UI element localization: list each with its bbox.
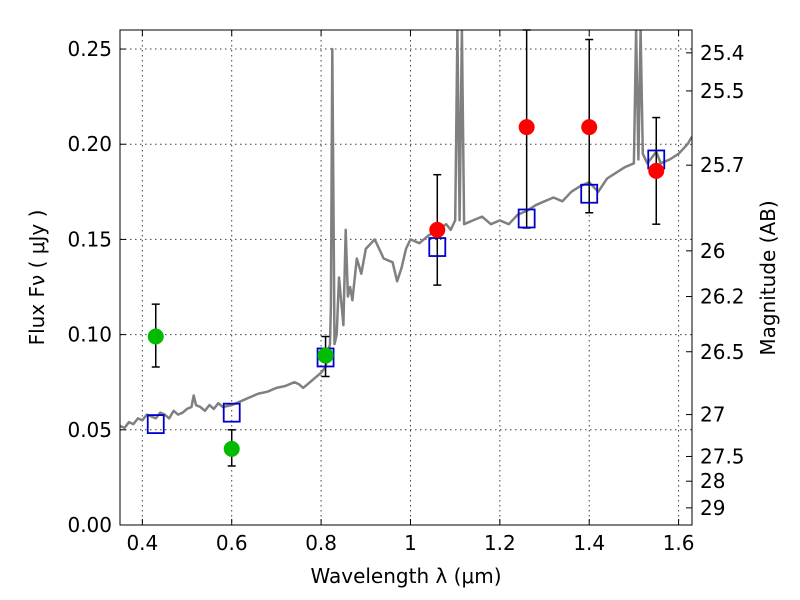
- y-tick-label: 0.20: [67, 132, 112, 156]
- x-tick-label: 1.4: [573, 531, 605, 555]
- right-tick-label: 26: [700, 239, 725, 263]
- grid-lines: [120, 30, 692, 525]
- data-point: [147, 328, 164, 345]
- right-tick-label: 25.4: [700, 41, 745, 65]
- spectrum-path: [120, 30, 692, 430]
- x-tick-label: 0.8: [305, 531, 337, 555]
- model-square: [428, 237, 447, 257]
- right-tick-label: 27.5: [700, 444, 745, 468]
- x-tick-label: 0.6: [216, 531, 248, 555]
- right-tick-label: 25.5: [700, 79, 745, 103]
- x-tick-label: 1.2: [484, 531, 516, 555]
- y-tick-label: 0.10: [67, 323, 112, 347]
- x-tick-label: 1.6: [663, 531, 695, 555]
- right-tick-label: 26.2: [700, 285, 745, 309]
- spectrum-line: [120, 30, 692, 430]
- data-point: [317, 347, 334, 364]
- model-square: [222, 402, 241, 423]
- data-point: [518, 119, 535, 136]
- right-tick-label: 26.5: [700, 340, 745, 364]
- axis-ticks: 0.4 0.6 0.8 1 1.2 1.4 1.6 0.00 0.05 0.10 0.15 0.20 0…: [67, 30, 745, 555]
- y-tick-label: 0.00: [67, 513, 112, 537]
- right-tick-label: 27: [700, 403, 725, 427]
- y-tick-label: 0.05: [67, 418, 112, 442]
- observed-points: [147, 119, 665, 457]
- right-axis-label: Magnitude (AB): [756, 200, 780, 355]
- data-point: [581, 119, 598, 136]
- right-tick-label: 28: [700, 469, 725, 493]
- plot-frame: [119, 29, 693, 526]
- model-square: [580, 183, 599, 204]
- y-tick-label: 0.25: [67, 37, 112, 61]
- data-point: [429, 221, 446, 238]
- x-axis-label: Wavelength λ (μm): [310, 564, 501, 588]
- model-square: [146, 414, 165, 434]
- x-tick-label: 1: [404, 531, 417, 555]
- right-tick-label: 29: [700, 496, 725, 520]
- data-point: [223, 440, 240, 457]
- y-tick-label: 0.15: [67, 227, 112, 251]
- right-tick-label: 25.7: [700, 153, 745, 177]
- data-point: [648, 162, 665, 179]
- x-tick-label: 0.4: [126, 531, 158, 555]
- y-axis-label: Flux Fν ( μJy ): [25, 210, 49, 346]
- model-square: [517, 208, 536, 229]
- model-squares: [146, 149, 666, 434]
